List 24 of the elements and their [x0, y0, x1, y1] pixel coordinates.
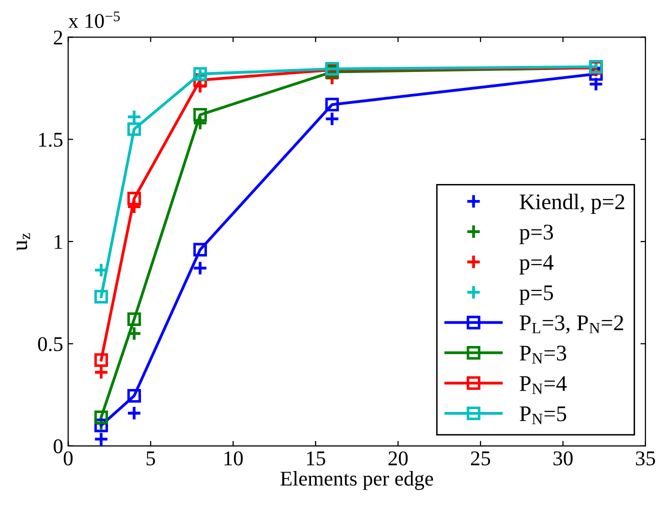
legend-label: P$_{L}$=3, P$_{N}$=2 [520, 315, 624, 334]
legend-label: p=3 [519, 224, 553, 244]
x-tick-label: 10 [224, 451, 243, 466]
y-tick-label: 0 [54, 439, 63, 454]
y-tick-label: 1.5 [39, 132, 63, 147]
y-tick-label: 2 [54, 30, 62, 44]
text: x 10$^{−5}$ [68, 12, 120, 28]
x-tick-label: 5 [146, 452, 156, 466]
x-tick-label: 15 [307, 451, 326, 466]
x-axis-title: Elements per edge [280, 471, 434, 490]
legend-label: P$_{N}$=4 [520, 376, 567, 394]
legend-label: P$_{N}$=5 [520, 406, 566, 424]
x-tick-label: 0 [64, 451, 73, 466]
y-axis-title: u$_{z}$ [16, 233, 30, 251]
x-tick-label: 20 [388, 451, 408, 466]
y-tick-label: 1 [54, 234, 62, 249]
legend-label: Kiendl, p=2 [520, 194, 624, 214]
legend-label: p=4 [519, 255, 554, 274]
y-tick-label: 0.5 [38, 337, 63, 352]
legend-label: p=5 [519, 285, 553, 305]
x-tick-label: 35 [636, 451, 656, 466]
x-tick-label: 30 [554, 451, 573, 466]
legend-label: P$_{N}$=3 [520, 346, 566, 364]
x-tick-label: 25 [471, 451, 490, 466]
